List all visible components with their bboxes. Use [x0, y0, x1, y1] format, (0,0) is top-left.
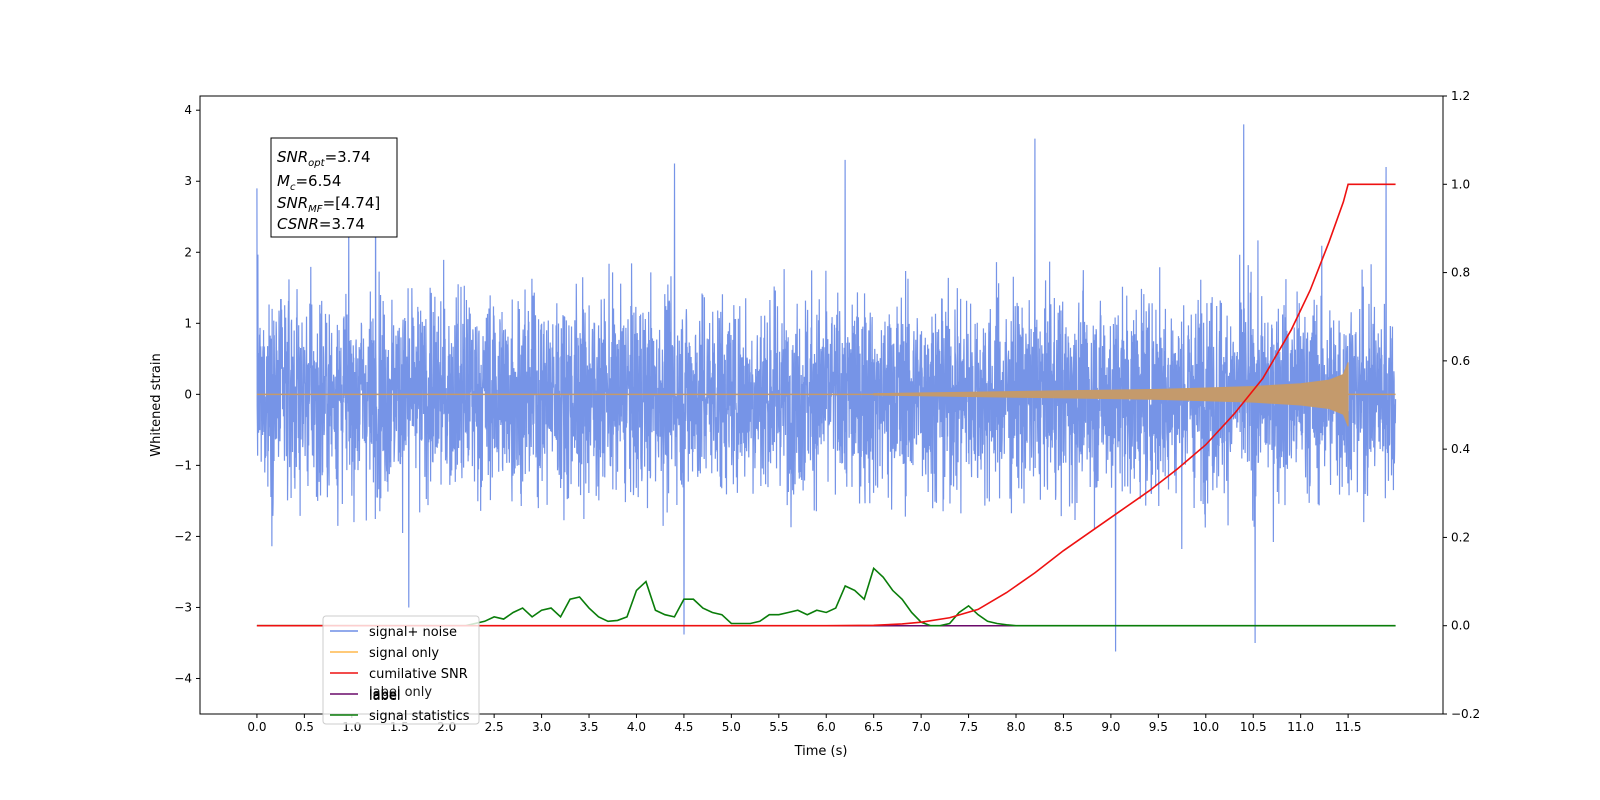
annotation-line-1: SNRopt=3.74	[277, 148, 371, 169]
x-tick-label: 2.5	[485, 720, 504, 734]
x-tick-label: 7.5	[959, 720, 978, 734]
y-right-tick-label: 0.6	[1451, 354, 1470, 368]
x-tick-label: 3.5	[579, 720, 598, 734]
x-tick-label: 10.0	[1192, 720, 1219, 734]
annotation-line-3: SNRMF=[4.74]	[277, 194, 380, 215]
annotation-line-4: CSNR=3.74	[277, 215, 365, 233]
legend-signal-only-label: signal only	[369, 646, 439, 661]
snr-annotation-box: SNRopt=3.74 Mc=6.54 SNRMF=[4.74] CSNR=3.…	[270, 137, 398, 238]
legend-label-label-top: label	[369, 689, 400, 704]
x-tick-label: 4.0	[627, 720, 646, 734]
legend-frame	[322, 615, 480, 725]
legend-signal-statistics-label: signal statistics	[369, 709, 470, 724]
legend: signal+ noise signal only cumilative SNR la…	[322, 615, 480, 725]
legend-overlapped-text: label only	[369, 685, 432, 700]
x-tick-label: 7.0	[912, 720, 931, 734]
y-axis-right: 1.2 1.0 0.8 0.6 0.4 0.2 0.0 −0.2	[1443, 89, 1480, 721]
x-tick-label: 0.0	[247, 720, 266, 734]
y-left-tick-label: 3	[184, 174, 192, 188]
series-signal-only-envelope	[873, 362, 1349, 427]
y-right-tick-label: 1.0	[1451, 177, 1470, 191]
x-tick-label: 11.5	[1335, 720, 1362, 734]
y-left-tick-label: 1	[184, 316, 192, 330]
x-tick-label: 6.5	[864, 720, 883, 734]
x-axis-label: Time (s)	[794, 744, 848, 759]
y-left-tick-label: 0	[184, 387, 192, 401]
series-signal-noise-line	[256, 124, 1397, 652]
y-left-tick-label: −1	[174, 458, 192, 472]
y-right-tick-label: 1.2	[1451, 89, 1470, 103]
legend-signal-noise-label: signal+ noise	[369, 625, 457, 640]
series-signal-statistics-line	[256, 566, 1396, 627]
x-tick-label: 5.0	[722, 720, 741, 734]
legend-cumulative-snr-label: cumilative SNR	[369, 667, 468, 682]
x-tick-label: 8.5	[1054, 720, 1073, 734]
x-tick-label: 8.0	[1006, 720, 1025, 734]
y-axis-left: 4 3 2 1 0 −1 −2 −3 −4	[174, 103, 200, 685]
annotation-line-2: Mc=6.54	[277, 172, 341, 193]
legend-label-label: label	[369, 688, 400, 703]
x-tick-label: 0.5	[295, 720, 314, 734]
x-tick-label: 5.5	[769, 720, 788, 734]
y-right-tick-label: 0.4	[1451, 442, 1470, 456]
y-left-tick-label: −2	[174, 529, 192, 543]
y-left-tick-label: −3	[174, 600, 192, 614]
x-tick-label: 6.0	[817, 720, 836, 734]
y-axis-label: Whitened strain	[149, 353, 164, 456]
y-right-tick-label: 0.8	[1451, 266, 1470, 280]
y-right-tick-label: 0.2	[1451, 530, 1470, 544]
x-tick-label: 4.5	[674, 720, 693, 734]
y-left-tick-label: −4	[174, 671, 192, 685]
x-tick-label: 9.0	[1101, 720, 1120, 734]
x-tick-label: 9.5	[1149, 720, 1168, 734]
x-tick-label: 3.0	[532, 720, 551, 734]
series-cumulative-snr-line	[256, 183, 1396, 627]
y-right-tick-label: 0.0	[1451, 619, 1470, 633]
axes-frame	[199, 95, 1444, 715]
y-left-tick-label: 4	[184, 103, 192, 117]
y-left-tick-label: 2	[184, 245, 192, 259]
x-tick-label: 10.5	[1240, 720, 1267, 734]
y-right-tick-label: −0.2	[1451, 707, 1480, 721]
x-tick-label: 11.0	[1287, 720, 1314, 734]
